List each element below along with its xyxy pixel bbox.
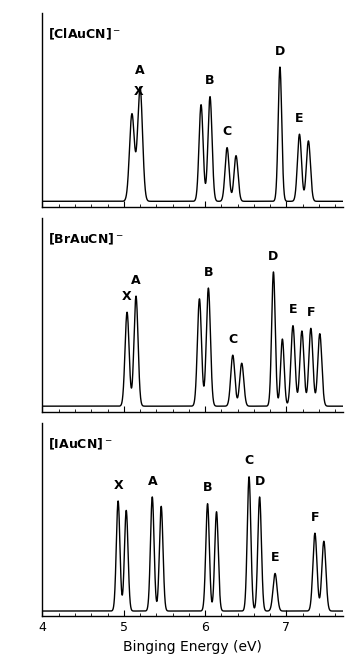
Text: X: X [122, 290, 132, 303]
Text: D: D [275, 45, 285, 58]
Text: [ClAuCN]$^-$: [ClAuCN]$^-$ [48, 27, 122, 42]
Text: A: A [131, 274, 141, 287]
Text: E: E [289, 304, 297, 316]
Text: B: B [203, 481, 212, 494]
Text: [BrAuCN]$^-$: [BrAuCN]$^-$ [48, 232, 124, 247]
Text: C: C [223, 125, 232, 138]
Text: [IAuCN]$^-$: [IAuCN]$^-$ [48, 437, 113, 452]
Text: B: B [205, 74, 215, 87]
Text: X: X [133, 86, 143, 98]
Text: E: E [295, 112, 304, 125]
Text: C: C [228, 333, 238, 346]
Text: A: A [148, 474, 157, 488]
Text: C: C [245, 454, 253, 468]
Text: F: F [311, 511, 319, 524]
X-axis label: Binging Energy (eV): Binging Energy (eV) [124, 640, 262, 654]
Text: B: B [204, 266, 213, 279]
Text: E: E [271, 551, 279, 564]
Text: D: D [255, 474, 265, 488]
Text: D: D [268, 249, 279, 263]
Text: A: A [135, 64, 145, 78]
Text: F: F [307, 306, 315, 319]
Text: X: X [113, 478, 123, 492]
